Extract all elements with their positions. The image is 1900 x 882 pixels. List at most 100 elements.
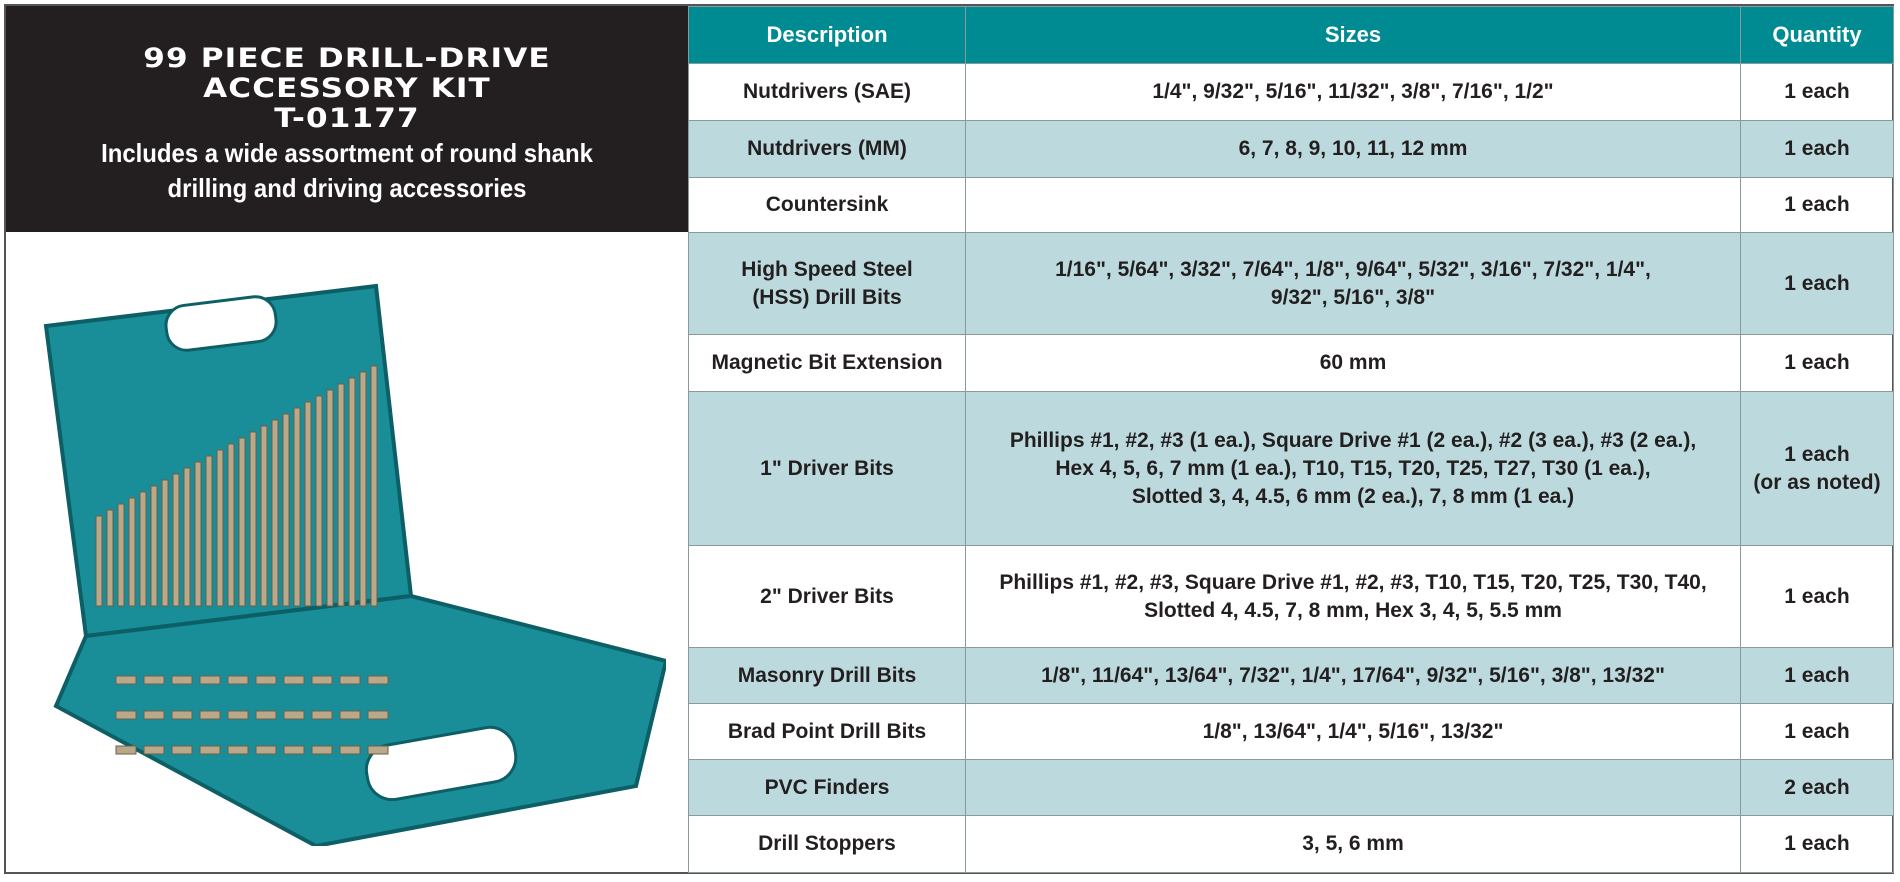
sizes-cell: 1/8", 11/64", 13/64", 7/32", 1/4", 17/64… (965, 647, 1741, 704)
sizes-cell-line: 1/4", 9/32", 5/16", 11/32", 3/8", 7/16",… (1152, 80, 1554, 103)
drill-bit (282, 413, 290, 607)
sizes-cell: 3, 5, 6 mm (965, 815, 1741, 873)
description-cell: Nutdrivers (SAE) (688, 63, 966, 121)
table-row: 2" Driver Bits Phillips #1, #2, #3, Squar… (688, 545, 1894, 648)
sizes-cell (965, 759, 1741, 816)
driver-bit (255, 675, 277, 685)
description-cell-line: Masonry Drill Bits (737, 663, 917, 687)
kit-description-line1: Includes a wide assortment of round shan… (101, 138, 593, 168)
driver-bit (171, 675, 193, 685)
description-cell-line: Magnetic Bit Extension (711, 351, 943, 374)
table-row: 1" Driver Bits Phillips #1, #2, #3 (1 ea.… (688, 391, 1894, 546)
description-cell-line: Nutdrivers (SAE) (742, 80, 912, 103)
sizes-cell-line: 1/8", 11/64", 13/64", 7/32", 1/4", 17/64… (1041, 663, 1665, 687)
description-cell-line: High Speed Steel (741, 257, 913, 281)
sizes-cell: 60 mm (965, 334, 1741, 392)
sizes-cell-line: Slotted 3, 4, 4.5, 6 mm (2 ea.), 7, 8 mm… (1131, 484, 1575, 508)
quantity-cell-line: 1 each (1784, 663, 1850, 687)
drill-bit (205, 455, 213, 607)
quantity-cell: 1 each (or as noted) (1740, 391, 1894, 546)
drill-bit (370, 365, 378, 607)
table-row: Magnetic Bit Extension 60 mm 1 each (688, 334, 1894, 392)
driver-bit (227, 675, 249, 685)
quantity-cell: 1 each (1740, 334, 1894, 392)
quantity-cell: 1 each (1740, 647, 1894, 704)
driver-bit (339, 675, 361, 685)
driver-bit (115, 710, 137, 720)
driver-bit (171, 745, 193, 755)
sizes-cell: 1/4", 9/32", 5/16", 11/32", 3/8", 7/16",… (965, 63, 1741, 121)
sizes-cell: 6, 7, 8, 9, 10, 11, 12 mm (965, 120, 1741, 178)
drill-bit (194, 461, 202, 607)
sizes-cell-line: Phillips #1, #2, #3 (1 ea.), Square Driv… (1009, 428, 1697, 452)
description-cell: Magnetic Bit Extension (688, 334, 966, 392)
sizes-cell-line: 9/32", 5/16", 3/8" (1270, 285, 1436, 309)
sizes-cell-line: Hex 4, 5, 6, 7 mm (1 ea.), T10, T15, T20… (1055, 456, 1651, 480)
quantity-cell: 2 each (1740, 759, 1894, 816)
description-cell-line: Brad Point Drill Bits (727, 719, 927, 743)
quantity-cell: 1 each (1740, 815, 1894, 873)
quantity-cell: 1 each (1740, 545, 1894, 648)
quantity-cell-line: 1 each (1784, 137, 1850, 160)
table-row: Nutdrivers (SAE) 1/4", 9/32", 5/16", 11/3… (688, 63, 1894, 121)
driver-bit (283, 675, 305, 685)
table-row: Nutdrivers (MM) 6, 7, 8, 9, 10, 11, 12 mm… (688, 120, 1894, 178)
quantity-cell-line: 1 each (1784, 584, 1850, 608)
drill-bit (150, 485, 158, 607)
description-cell: Countersink (688, 177, 966, 233)
driver-bit (171, 710, 193, 720)
description-cell-line: (HSS) Drill Bits (752, 285, 902, 309)
description-cell-line: PVC Finders (764, 775, 890, 799)
driver-bit (311, 745, 333, 755)
drill-bit (183, 467, 191, 607)
sizes-cell-line: Slotted 4, 4.5, 7, 8 mm, Hex 3, 4, 5, 5.… (1144, 598, 1562, 622)
quantity-cell: 1 each (1740, 63, 1894, 121)
driver-bit (199, 710, 221, 720)
drill-bit (139, 491, 147, 607)
kit-description-line2: drilling and driving accessories (167, 173, 527, 203)
description-cell: Nutdrivers (MM) (688, 120, 966, 178)
table-row: Drill Stoppers 3, 5, 6 mm 1 each (688, 815, 1894, 873)
drill-bit (359, 371, 367, 607)
drill-bit (216, 449, 224, 607)
model-number: T-01177 (274, 103, 420, 134)
product-panel: 99 PIECE DRILL-DRIVE ACCESSORY KIT T-011… (6, 6, 688, 872)
sizes-cell (965, 177, 1741, 233)
kit-title-line1: 99 PIECE DRILL-DRIVE (143, 43, 551, 74)
driver-bit (143, 745, 165, 755)
table-header-row: Description Sizes Quantity (688, 6, 1894, 64)
title-box: 99 PIECE DRILL-DRIVE ACCESSORY KIT T-011… (6, 6, 688, 232)
drill-bit (238, 437, 246, 607)
driver-bit (227, 745, 249, 755)
quantity-cell-line: 1 each (1784, 719, 1850, 743)
sizes-cell-line: Phillips #1, #2, #3, Square Drive #1, #2… (999, 570, 1707, 594)
spec-sheet: 99 PIECE DRILL-DRIVE ACCESSORY KIT T-011… (4, 4, 1894, 874)
description-cell: High Speed Steel (HSS) Drill Bits (688, 232, 966, 335)
quantity-cell-line: 1 each (1784, 832, 1850, 855)
driver-bit (115, 745, 137, 755)
sizes-cell-line: 3, 5, 6 mm (1302, 832, 1404, 855)
drill-bit (271, 419, 279, 607)
table-row: Masonry Drill Bits 1/8", 11/64", 13/64", … (688, 647, 1894, 704)
quantity-cell-line: 2 each (1784, 775, 1850, 799)
driver-bit (311, 675, 333, 685)
quantity-cell: 1 each (1740, 120, 1894, 178)
header-description: Description (688, 6, 966, 64)
description-cell: Drill Stoppers (688, 815, 966, 873)
product-photo (43, 283, 666, 846)
driver-bit (199, 745, 221, 755)
driver-bit (367, 710, 389, 720)
table-row: High Speed Steel (HSS) Drill Bits 1/16", 5… (688, 232, 1894, 335)
quantity-cell: 1 each (1740, 703, 1894, 760)
driver-bit (227, 710, 249, 720)
header-sizes: Sizes (965, 6, 1741, 64)
drill-bit (227, 443, 235, 607)
driver-bit (115, 675, 137, 685)
sizes-cell-line: 1/8", 13/64", 1/4", 5/16", 13/32" (1202, 719, 1504, 743)
table-row: Brad Point Drill Bits 1/8", 13/64", 1/4",… (688, 703, 1894, 760)
drill-bit (161, 479, 169, 607)
sizes-cell: Phillips #1, #2, #3 (1 ea.), Square Driv… (965, 391, 1741, 546)
driver-bit (339, 710, 361, 720)
description-cell: PVC Finders (688, 759, 966, 816)
sizes-cell: Phillips #1, #2, #3, Square Drive #1, #2… (965, 545, 1741, 648)
